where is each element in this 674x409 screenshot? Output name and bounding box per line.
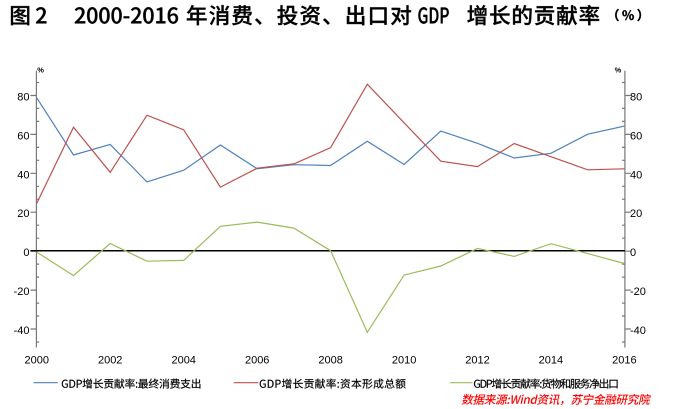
svg-text:20: 20: [630, 208, 642, 220]
svg-text:2002: 2002: [98, 355, 122, 367]
svg-text:2000: 2000: [25, 355, 49, 367]
svg-text:80: 80: [630, 92, 642, 104]
svg-text:-40: -40: [14, 325, 30, 337]
svg-text:40: 40: [630, 169, 642, 181]
svg-text:40: 40: [17, 169, 29, 181]
svg-text:20: 20: [17, 208, 29, 220]
svg-text:-20: -20: [630, 286, 646, 298]
svg-text:2016: 2016: [612, 355, 636, 367]
svg-text:2014: 2014: [539, 355, 563, 367]
svg-text:2008: 2008: [318, 355, 342, 367]
svg-text:-20: -20: [14, 286, 30, 298]
svg-text:80: 80: [17, 92, 29, 104]
svg-text:2012: 2012: [465, 355, 489, 367]
svg-text:0: 0: [630, 247, 636, 259]
svg-text:-40: -40: [630, 325, 646, 337]
svg-text:0: 0: [23, 247, 29, 259]
svg-text:2004: 2004: [171, 355, 195, 367]
svg-text:%: %: [37, 65, 44, 74]
svg-text:2006: 2006: [245, 355, 269, 367]
svg-text:60: 60: [630, 130, 642, 142]
svg-text:%: %: [615, 65, 622, 74]
svg-text:60: 60: [17, 130, 29, 142]
svg-text:2010: 2010: [392, 355, 416, 367]
